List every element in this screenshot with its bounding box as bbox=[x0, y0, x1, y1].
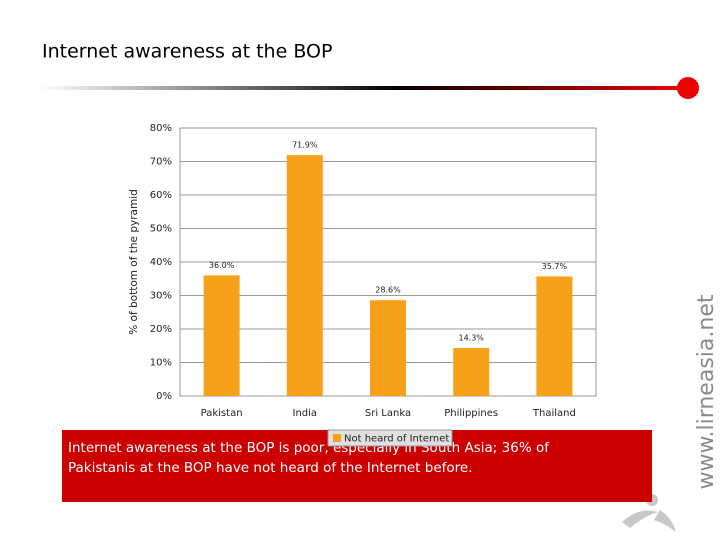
bar bbox=[286, 155, 323, 396]
slide-title: Internet awareness at the BOP bbox=[42, 41, 332, 63]
y-tick-label: 60% bbox=[150, 190, 172, 201]
x-tick-label: Thailand bbox=[532, 408, 576, 419]
value-label: 28.6% bbox=[375, 286, 401, 295]
value-label: 14.3% bbox=[458, 334, 484, 343]
y-tick-label: 30% bbox=[150, 291, 172, 302]
bar bbox=[370, 300, 406, 396]
y-tick-label: 40% bbox=[150, 257, 172, 268]
bar bbox=[453, 348, 490, 396]
title-rule bbox=[40, 86, 688, 90]
y-tick-label: 50% bbox=[150, 224, 172, 235]
legend-swatch bbox=[333, 434, 341, 442]
x-tick-label: Sri Lanka bbox=[365, 408, 411, 419]
bar bbox=[203, 275, 240, 396]
y-tick-label: 20% bbox=[150, 324, 172, 335]
caption-line: Internet awareness at the BOP is poor, e… bbox=[68, 440, 550, 456]
x-tick-label: Philippines bbox=[444, 408, 498, 419]
caption-line: Pakistanis at the BOP have not heard of … bbox=[68, 460, 473, 476]
legend-label: Not heard of Internet bbox=[344, 434, 449, 445]
value-label: 71.9% bbox=[292, 141, 318, 150]
y-tick-label: 70% bbox=[150, 157, 172, 168]
legend-box bbox=[327, 429, 453, 447]
y-axis-label: % of bottom of the pyramid bbox=[128, 189, 140, 335]
y-tick-label: 0% bbox=[156, 391, 172, 402]
x-tick-label: Pakistan bbox=[201, 408, 243, 419]
rule-dot bbox=[677, 77, 699, 99]
value-label: 36.0% bbox=[209, 261, 235, 270]
bar bbox=[536, 276, 573, 396]
y-tick-label: 80% bbox=[150, 123, 172, 134]
website: www.lirneasia.net bbox=[694, 294, 719, 489]
x-tick-label: India bbox=[293, 408, 318, 419]
value-label: 35.7% bbox=[542, 262, 568, 271]
y-tick-label: 10% bbox=[150, 358, 172, 369]
